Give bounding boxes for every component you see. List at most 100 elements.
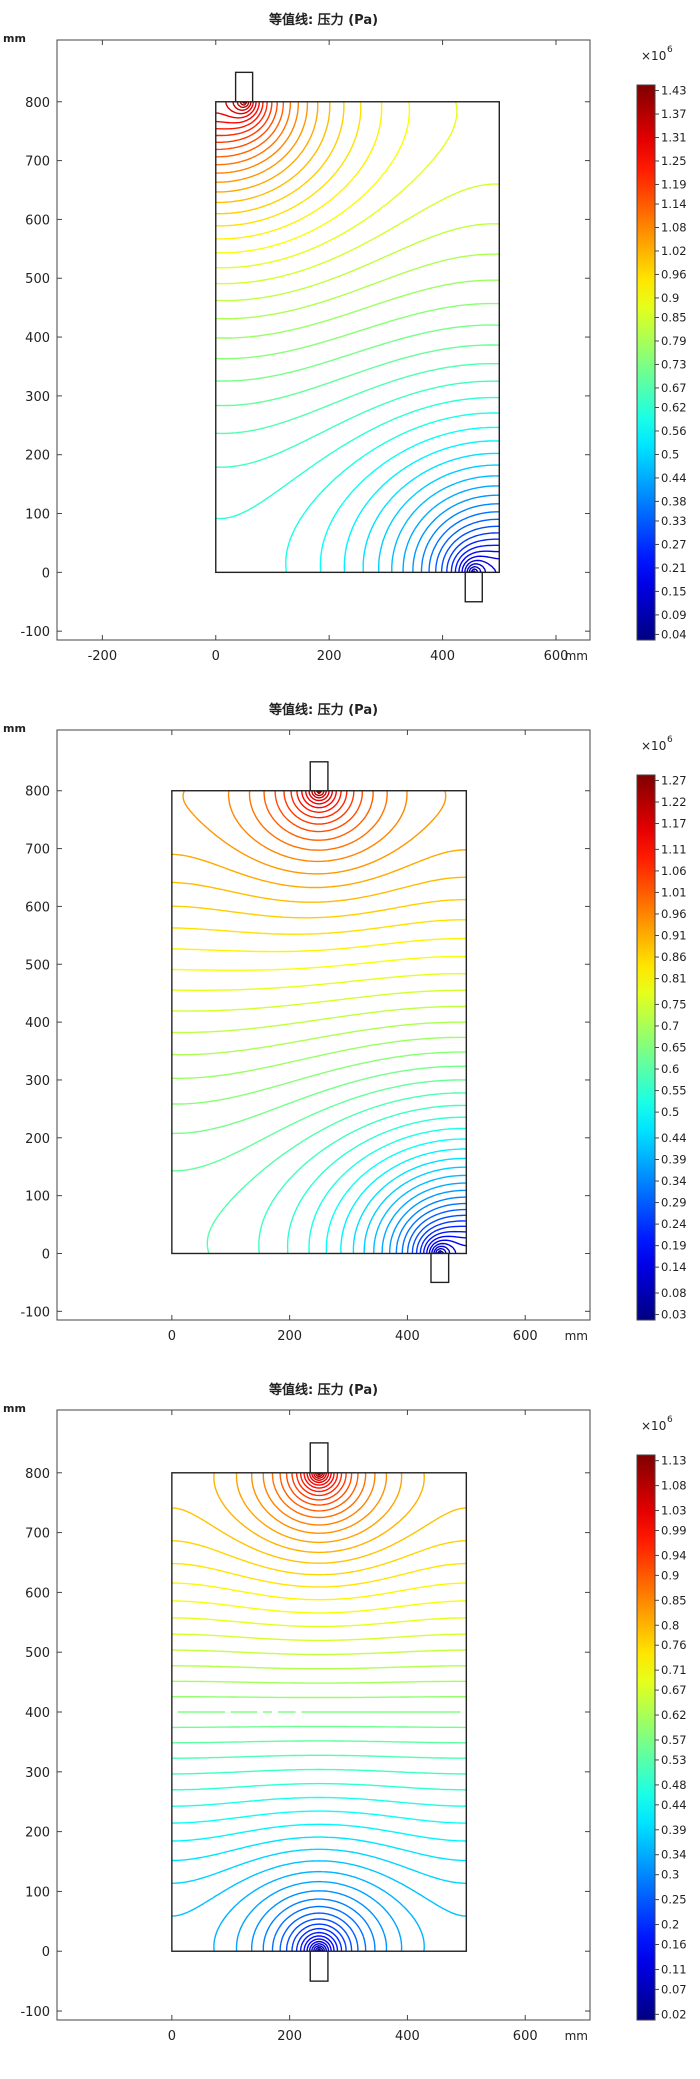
contour-line	[171, 849, 467, 889]
x-tick-label: -200	[88, 649, 118, 664]
y-tick-label: 500	[25, 1646, 50, 1661]
contour-line	[271, 1905, 367, 1952]
contour-line	[215, 183, 500, 285]
contour-line	[213, 1870, 425, 1952]
colorbar-tick-label: 0.65	[661, 1041, 687, 1055]
contour-line	[311, 1943, 328, 1952]
contour-chart-1: 等值线: 压力 (Pa)mm-200 0 200 400 600mm-100010020…	[3, 12, 687, 664]
contour-line	[213, 1472, 425, 1554]
contour-line	[215, 101, 411, 254]
colorbar-tick-label: 0.67	[661, 1683, 687, 1697]
contour-line	[308, 1127, 467, 1254]
colorbar-tick-label: 0.5	[661, 447, 679, 461]
contour-line	[428, 1239, 467, 1254]
contour-line	[171, 1823, 467, 1842]
colorbar-exponent: ×10	[641, 739, 666, 753]
contour-line	[227, 790, 408, 863]
y-tick-label: 400	[25, 331, 50, 346]
contour-line	[352, 1157, 467, 1254]
colorbar-tick-label: 0.86	[661, 950, 687, 964]
colorbar-tick-label: 0.07	[661, 1982, 687, 1996]
contour-line	[258, 1104, 467, 1254]
y-tick-label: 100	[25, 508, 50, 523]
contour-line	[325, 1138, 467, 1254]
colorbar-tick-label: 0.34	[661, 1848, 687, 1862]
colorbar-tick-label: 0.08	[661, 1286, 687, 1300]
contour-line	[411, 1214, 467, 1254]
contour-line	[431, 1242, 457, 1254]
contour-line	[279, 1472, 359, 1512]
contour-line	[235, 1880, 403, 1952]
contour-line	[171, 899, 467, 919]
colorbar-tick-label: 0.96	[661, 907, 687, 921]
contour-line	[362, 452, 500, 573]
colorbar	[636, 774, 656, 1321]
contour-line	[171, 1005, 467, 1034]
contour-line	[299, 1931, 339, 1952]
chart-title: 等值线: 压力 (Pa)	[268, 702, 378, 718]
colorbar-tick-label: 1.25	[661, 154, 687, 168]
contour-line	[215, 396, 500, 520]
colorbar-tick-label: 0.14	[661, 1260, 687, 1274]
contour-line	[239, 101, 248, 106]
colorbar-tick-label: 0.19	[661, 1239, 687, 1253]
contour-line	[171, 1782, 467, 1791]
contour-line	[402, 485, 500, 573]
y-tick-label: 800	[25, 785, 50, 800]
colorbar-tick-label: 0.02	[661, 2007, 687, 2021]
x-tick-label: 0	[168, 1329, 176, 1344]
contour-line	[395, 1196, 467, 1254]
colorbar-tick-label: 0.62	[661, 400, 687, 414]
contour-line	[262, 1472, 376, 1526]
x-tick-label: 200	[317, 649, 342, 664]
plot-frame	[56, 729, 591, 1321]
colorbar-tick-label: 1.01	[661, 885, 687, 899]
contour-line	[206, 1092, 467, 1254]
colorbar-exponent-power: 6	[667, 735, 673, 745]
contour-line	[426, 1235, 467, 1254]
x-tick-label: 600	[544, 649, 569, 664]
contour-line	[468, 566, 482, 573]
colorbar-tick-label: 0.11	[661, 1962, 687, 1976]
contour-line	[363, 1166, 467, 1254]
contour-line	[283, 790, 355, 825]
colorbar-tick-label: 0.79	[661, 334, 687, 348]
y-tick-label: 800	[25, 1467, 50, 1482]
colorbar-tick-label: 0.16	[661, 1938, 687, 1952]
colorbar-tick-label: 1.19	[661, 177, 687, 191]
contour-line	[303, 1472, 335, 1489]
x-tick-label: 200	[277, 2029, 302, 2044]
colorbar-tick-label: 1.37	[661, 107, 687, 121]
contour-line	[171, 1582, 467, 1601]
contour-line	[236, 101, 250, 109]
contour-line	[215, 101, 264, 130]
y-tick-label: 600	[25, 1586, 50, 1601]
colorbar-tick-label: 0.9	[661, 291, 679, 305]
colorbar-tick-label: 0.21	[661, 561, 687, 575]
contour-line	[171, 1036, 467, 1079]
y-tick-label: 300	[25, 390, 50, 405]
colorbar-tick-label: 0.6	[661, 1062, 679, 1076]
colorbar-tick-label: 1.14	[661, 197, 687, 211]
contour-line	[215, 380, 500, 468]
contour-line	[440, 525, 500, 573]
y-tick-label: 200	[25, 1826, 50, 1841]
y-tick-label: 100	[25, 1190, 50, 1205]
colorbar-tick-label: 0.24	[661, 1217, 687, 1231]
contour-line	[182, 790, 447, 875]
contour-line	[419, 1225, 467, 1254]
colorbar-tick-label: 0.15	[661, 584, 687, 598]
colorbar-tick-label: 0.44	[661, 1798, 687, 1812]
contour-line	[271, 1472, 367, 1519]
contour-lines	[215, 101, 500, 573]
inlet-port	[309, 1442, 329, 1474]
colorbar-tick-label: 0.81	[661, 972, 687, 986]
colorbar-tick-label: 1.27	[661, 773, 687, 787]
contour-line	[262, 1898, 376, 1952]
contour-line	[285, 1472, 353, 1506]
contour-line	[171, 1836, 467, 1862]
contour-line	[299, 1472, 339, 1493]
x-unit-suffix: mm	[565, 649, 588, 663]
colorbar-tick-label: 0.57	[661, 1733, 687, 1747]
outlet-port	[309, 1950, 329, 1982]
